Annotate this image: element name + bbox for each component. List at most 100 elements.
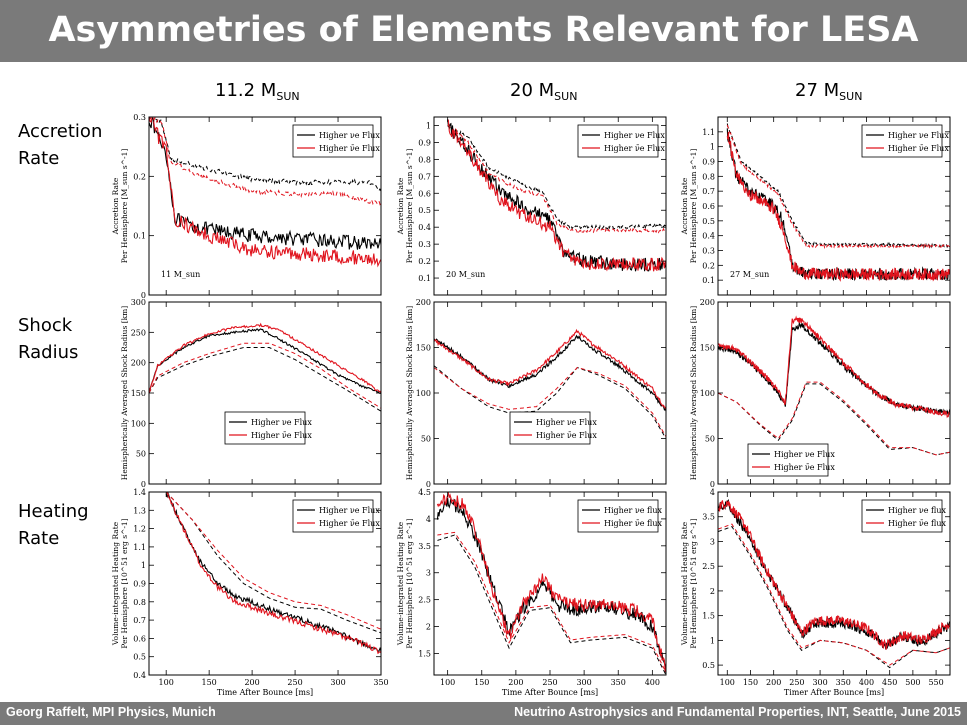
y-tick-label: 0.2 bbox=[702, 261, 715, 270]
series-solid-red bbox=[149, 117, 381, 268]
column-header-27-msun: 27 MSUN bbox=[795, 80, 863, 103]
x-tick-label: 250 bbox=[789, 678, 804, 687]
y-tick-label: 3 bbox=[710, 537, 715, 546]
series-dashed-red bbox=[165, 492, 381, 630]
series-solid-red bbox=[434, 328, 666, 410]
legend: Higher νe Flux Higher ν̄e Flux bbox=[861, 124, 949, 158]
y-tick-label: 1 bbox=[426, 121, 431, 130]
column-header-20-msun: 20 MSUN bbox=[510, 80, 578, 103]
y-tick-label: 0.7 bbox=[133, 616, 146, 625]
x-tick-label: 100 bbox=[720, 678, 735, 687]
chart-accretion-20msun: 0.1 0.2 0.3 0.4 0.5 0.6 0.7 0.8 0.9 1 Accretion Ra… bbox=[396, 116, 667, 296]
y-tick-label: 0.9 bbox=[418, 138, 431, 147]
chart-accretion-11msun: 0 0.1 0.2 0.3 Accretion RatePer Hemisphere [… bbox=[111, 113, 382, 300]
y-tick-label: 4.5 bbox=[418, 488, 431, 497]
legend-entry: Higher ν̄e Flux bbox=[604, 144, 665, 153]
series-dashed-black bbox=[726, 123, 950, 249]
legend: Higher νe flux Higher ν̄e flux bbox=[577, 499, 663, 533]
y-tick-label: 1.4 bbox=[133, 488, 146, 497]
y-tick-label: 0.3 bbox=[133, 113, 146, 122]
y-tick-label: 0.7 bbox=[702, 187, 715, 196]
series-dashed-black bbox=[165, 492, 381, 634]
y-tick-label: 0.5 bbox=[702, 661, 715, 670]
x-axis-label: Time After Bounce [ms] bbox=[217, 688, 313, 697]
series-dashed-red bbox=[447, 124, 666, 234]
y-tick-label: 0.9 bbox=[133, 580, 146, 589]
y-tick-label: 150 bbox=[700, 344, 715, 353]
legend-entry: Higher ν̄e Flux bbox=[774, 463, 835, 472]
y-axis-label: Accretion RatePer Hemisphere [M_sun s^-1… bbox=[111, 149, 129, 264]
legend-entry: Higher ν̄e Flux bbox=[319, 519, 380, 528]
series-solid-red bbox=[718, 500, 950, 650]
y-tick-label: 1 bbox=[710, 143, 715, 152]
x-tick-label: 150 bbox=[474, 678, 489, 687]
legend-entry: Higher νe Flux bbox=[319, 506, 380, 515]
y-tick-label: 1.1 bbox=[702, 128, 715, 137]
y-tick-label: 1.5 bbox=[418, 649, 431, 658]
x-tick-label: 450 bbox=[882, 678, 897, 687]
y-tick-label: 0.9 bbox=[702, 158, 715, 167]
y-tick-label: 100 bbox=[700, 389, 715, 398]
x-tick-label: 400 bbox=[645, 678, 660, 687]
series-solid-black bbox=[149, 117, 381, 250]
plot-frame bbox=[148, 116, 382, 296]
x-tick-label: 300 bbox=[812, 678, 827, 687]
x-tick-label: 100 bbox=[159, 678, 174, 687]
legend-entry: Higher ν̄e Flux bbox=[536, 431, 597, 440]
y-tick-label: 0 bbox=[710, 480, 715, 489]
y-tick-label: 0 bbox=[141, 291, 146, 300]
x-axis-label: Timer After Bounce [ms] bbox=[784, 688, 884, 697]
y-tick-label: 150 bbox=[416, 344, 431, 353]
x-tick-label: 350 bbox=[373, 678, 388, 687]
y-axis-label: Volume-integrated Heating RatePer Hemisp… bbox=[111, 518, 129, 648]
legend: Higher νe Flux Higher ν̄e Flux bbox=[292, 499, 380, 533]
x-tick-label: 200 bbox=[766, 678, 781, 687]
y-tick-label: 0.5 bbox=[418, 206, 431, 215]
legend-entry: Higher νe Flux bbox=[251, 418, 312, 427]
legend-entry: Higher ν̄e Flux bbox=[251, 431, 312, 440]
x-tick-label: 200 bbox=[508, 678, 523, 687]
series-dashed-red bbox=[149, 117, 381, 206]
series-solid-red bbox=[165, 492, 381, 655]
legend: Higher νe Flux Higher ν̄e Flux bbox=[577, 124, 665, 158]
series-dashed-black bbox=[447, 124, 666, 230]
y-tick-label: 0.7 bbox=[418, 172, 431, 181]
title-bar: Asymmetries of Elements Relevant for LES… bbox=[0, 0, 967, 62]
y-tick-label: 4 bbox=[426, 515, 431, 524]
series-dashed-black bbox=[437, 534, 666, 675]
series-dashed-black bbox=[434, 365, 666, 439]
y-tick-label: 0.6 bbox=[418, 189, 431, 198]
footer-event: Neutrino Astrophysics and Fundamental Pr… bbox=[514, 705, 961, 719]
mass-annotation: 20 M_sun bbox=[446, 270, 485, 279]
y-tick-label: 100 bbox=[416, 389, 431, 398]
footer-author: Georg Raffelt, MPI Physics, Munich bbox=[6, 705, 216, 719]
mass-annotation: 27 M_sun bbox=[730, 270, 769, 279]
series-solid-red bbox=[436, 492, 666, 673]
chart-accretion-27msun: 0.1 0.2 0.3 0.4 0.5 0.6 0.7 0.8 0.9 1 1.1 Accretion… bbox=[680, 116, 951, 296]
y-tick-label: 3.5 bbox=[702, 513, 715, 522]
y-tick-label: 0.4 bbox=[133, 671, 146, 680]
series-dashed-red bbox=[437, 531, 666, 673]
chart-heating-20msun: 100 150 200 250 300 350 400 1.5 2 2.5 3 3.5 4 4.5 Volu… bbox=[396, 488, 667, 697]
series-dashed-red bbox=[718, 523, 950, 666]
y-axis-label: Accretion RatePer Hemisphere [M_sun s^-1… bbox=[680, 149, 698, 264]
series-solid-red bbox=[726, 131, 950, 282]
y-tick-label: 2 bbox=[426, 623, 431, 632]
series-dashed-black bbox=[718, 525, 950, 669]
y-tick-label: 0.3 bbox=[702, 247, 715, 256]
y-tick-label: 2.5 bbox=[418, 596, 431, 605]
x-tick-label: 300 bbox=[330, 678, 345, 687]
y-tick-label: 50 bbox=[705, 435, 715, 444]
y-tick-label: 0.3 bbox=[418, 240, 431, 249]
x-tick-label: 150 bbox=[743, 678, 758, 687]
y-axis-label: Volume-integrated Heating RatePer Hemisp… bbox=[680, 518, 698, 648]
legend-entry: Higher νe flux bbox=[888, 506, 947, 515]
x-tick-label: 250 bbox=[287, 678, 302, 687]
y-axis-label: Volume-integrated Heating RatePer Hemisp… bbox=[396, 518, 414, 648]
y-tick-label: 0.2 bbox=[418, 257, 431, 266]
y-tick-label: 0.1 bbox=[133, 232, 146, 241]
x-tick-label: 350 bbox=[836, 678, 851, 687]
y-tick-label: 100 bbox=[131, 419, 146, 428]
y-tick-label: 0.4 bbox=[418, 223, 431, 232]
